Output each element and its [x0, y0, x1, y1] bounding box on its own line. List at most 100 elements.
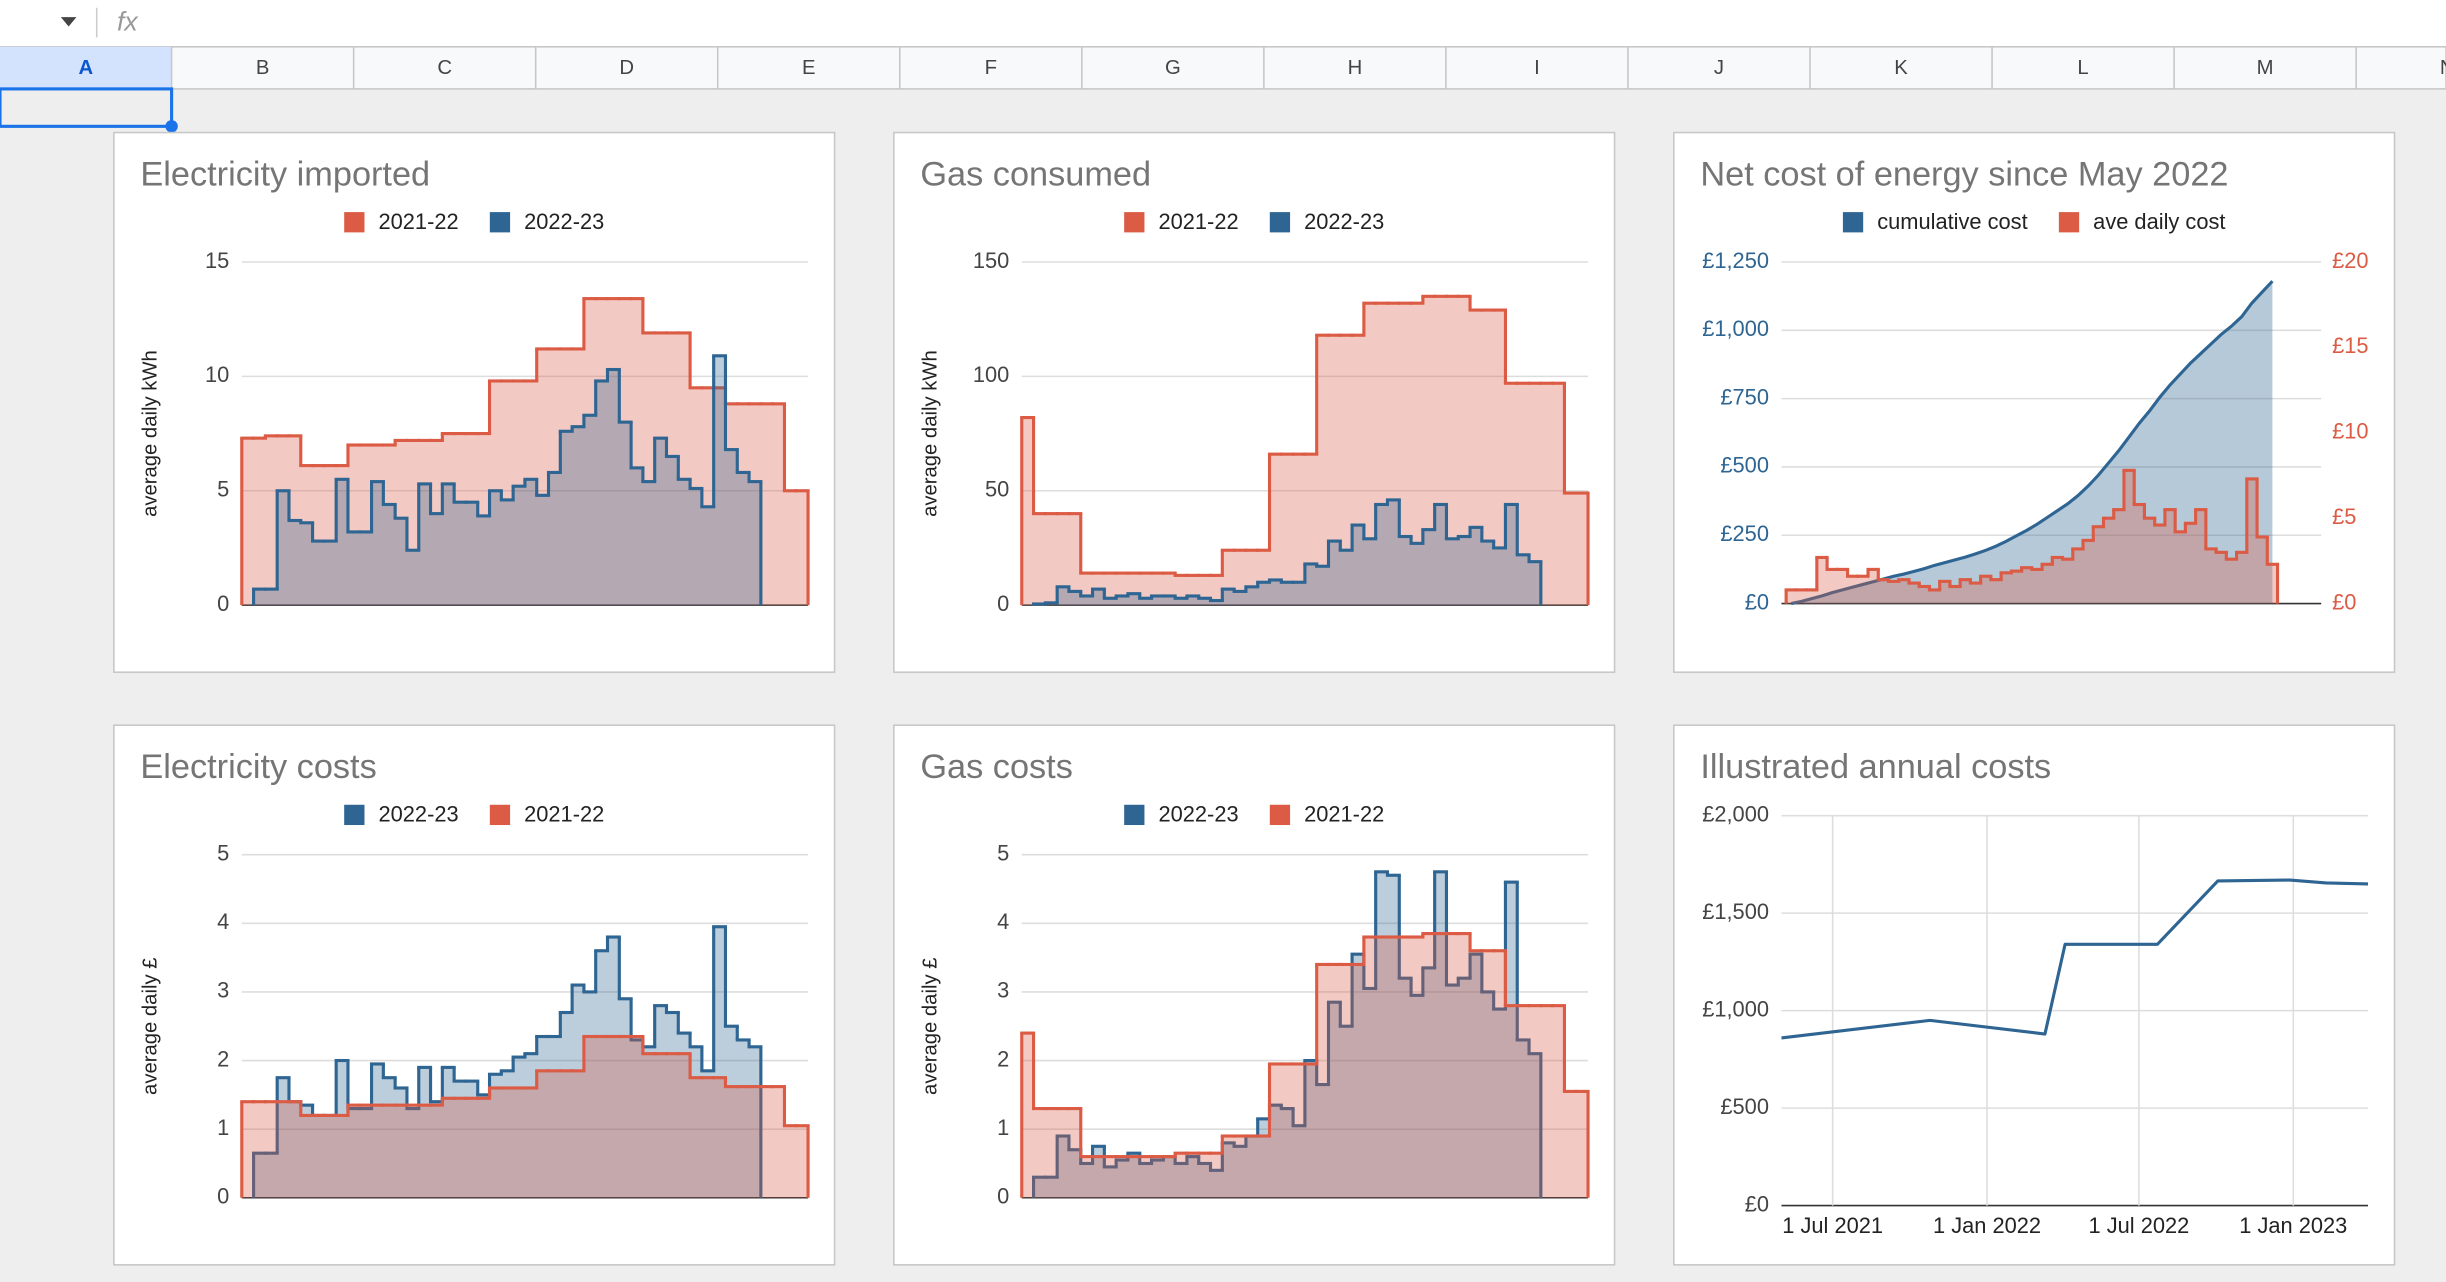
legend-swatch [1269, 212, 1291, 233]
legend-label: 2022-23 [1158, 801, 1238, 826]
y-tick-label: 3 [217, 978, 229, 1003]
legend-swatch [344, 212, 365, 233]
column-label: M [2257, 57, 2274, 79]
legend-swatch [1269, 804, 1291, 826]
y-tick-label: £750 [1720, 384, 1769, 409]
legend-label: 2022-23 [524, 209, 604, 234]
name-box-dropdown[interactable] [60, 17, 77, 27]
y-tick-label: £500 [1720, 1094, 1769, 1119]
legend-swatch [489, 804, 511, 826]
step-edge [240, 438, 810, 606]
y-tick-label: 0 [997, 591, 1009, 616]
y-tick-label: 0 [997, 1184, 1009, 1209]
legend-swatch [1124, 212, 1145, 233]
legend-swatch [1124, 804, 1145, 826]
area-fill [1791, 281, 2273, 604]
legend-swatch [2058, 212, 2080, 233]
chart-frame [1673, 724, 2396, 1266]
y-tick-label: 5 [217, 477, 229, 502]
y-tick-label: £500 [1720, 453, 1769, 478]
step-connector [275, 355, 751, 590]
step-area-fill [241, 1036, 809, 1198]
legend: cumulative cost ave daily cost [1842, 209, 2225, 234]
chart-frame [1673, 131, 2396, 673]
step-connector [1055, 871, 1531, 1178]
column-label: G [1165, 57, 1181, 79]
y-tick-label: 150 [973, 248, 1009, 273]
y-tick-label: £2,000 [1702, 801, 1769, 826]
legend: 2022-23 2021-22 [1124, 801, 1384, 826]
y-axis-title: average daily kWh [920, 350, 942, 517]
legend-label: 2021-22 [1158, 209, 1238, 234]
chart-title: Electricity imported [140, 155, 430, 193]
legend-swatch [489, 212, 511, 233]
formula-bar [0, 0, 2446, 47]
y-axis-title: average daily kWh [140, 350, 162, 517]
y-tick-label: 3 [997, 978, 1009, 1003]
legend: 2021-22 2022-23 [344, 209, 604, 234]
column-label: I [1534, 57, 1540, 79]
legend-swatch [1842, 212, 1864, 233]
fill-handle[interactable] [165, 120, 178, 133]
step-area-fill [1786, 470, 2278, 604]
y2-tick-label: £20 [2332, 248, 2368, 273]
y2-tick-label: £15 [2332, 333, 2368, 358]
x-tick-label: 1 Jul 2021 [1782, 1213, 1883, 1238]
step-area-fill [1033, 871, 1541, 1198]
legend-label: 2022-23 [379, 801, 459, 826]
column-label: H [1348, 57, 1363, 79]
legend: 2022-23 2021-22 [344, 801, 604, 826]
column-label: F [985, 57, 997, 79]
step-area-fill [1021, 933, 1589, 1198]
chart-frame [893, 131, 1616, 673]
column-header-row [0, 46, 2446, 90]
legend-label: 2021-22 [524, 801, 604, 826]
legend-label: ave daily cost [2093, 209, 2225, 234]
legend-label: cumulative cost [1877, 209, 2027, 234]
column-label: C [437, 57, 452, 79]
step-edge [1020, 417, 1590, 606]
y2-tick-label: £0 [2332, 589, 2356, 614]
x-tick-label: 1 Jan 2023 [2239, 1213, 2347, 1238]
y-tick-label: 1 [997, 1115, 1009, 1140]
y-tick-label: 100 [973, 362, 1009, 387]
y-tick-label: 0 [217, 591, 229, 616]
y-tick-label: 0 [217, 1184, 229, 1209]
y-tick-label: 50 [985, 477, 1009, 502]
chart: Gas costs 2022-23 2021-22 average daily £ 0 1… [893, 724, 1616, 1266]
step-edge [252, 1046, 763, 1198]
fx-icon: fx [117, 6, 139, 36]
area-line [1790, 280, 2274, 606]
step-edge [1032, 561, 1543, 606]
step-area-fill [253, 926, 761, 1198]
legend-label: 2021-22 [379, 209, 459, 234]
step-area-fill [253, 355, 761, 606]
x-tick-label: 1 Jul 2022 [2089, 1213, 2190, 1238]
step-edge [240, 1101, 810, 1198]
y-tick-label: £1,000 [1702, 316, 1769, 341]
step-edge [252, 481, 763, 606]
legend: 2021-22 2022-23 [1124, 209, 1384, 234]
y-tick-label: £1,500 [1702, 899, 1769, 924]
y-tick-label: 2 [217, 1046, 229, 1071]
chart-title: Electricity costs [140, 748, 376, 786]
column-label: D [619, 57, 634, 79]
line-series [1781, 878, 2369, 1040]
legend-swatch [344, 804, 365, 826]
legend-label: 2021-22 [1304, 801, 1384, 826]
y-tick-label: £0 [1745, 589, 1769, 614]
selected-column-header[interactable] [0, 46, 172, 89]
y-tick-label: 2 [997, 1046, 1009, 1071]
y-tick-label: 5 [997, 840, 1009, 865]
chart-title: Net cost of energy since May 2022 [1700, 155, 2228, 193]
y-tick-label: 4 [217, 909, 229, 934]
column-label: L [2077, 57, 2088, 79]
selected-cell[interactable] [0, 87, 174, 128]
column-label: A [78, 57, 93, 79]
chart: Illustrated annual costs £0 £500 £1,000 £1,5… [1673, 724, 2396, 1266]
column-label: N [2440, 57, 2446, 79]
column-label: J [1714, 57, 1724, 79]
